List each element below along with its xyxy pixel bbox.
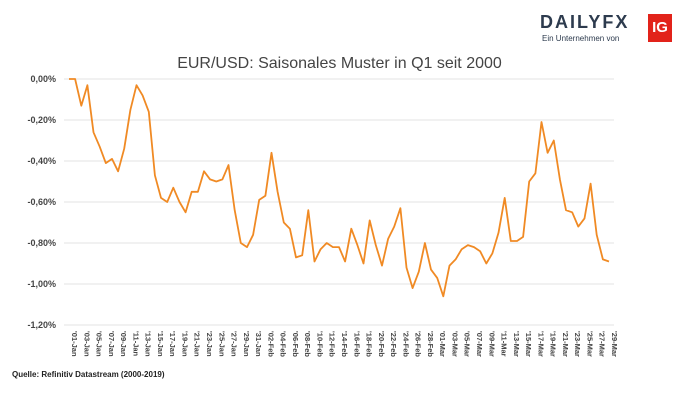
x-tick-label: '26-Feb xyxy=(414,331,423,357)
x-tick-label: '17-Mar xyxy=(536,331,545,357)
x-tick-label: '21-Jan xyxy=(193,331,202,357)
y-tick-label: -1,00% xyxy=(27,279,56,289)
x-tick-label: '22-Feb xyxy=(389,331,398,357)
x-tick-label: '15-Mar xyxy=(524,331,533,357)
y-tick-label: -0,60% xyxy=(27,197,56,207)
x-tick-label: '19-Jan xyxy=(180,331,189,357)
x-tick-label: '31-Jan xyxy=(254,331,263,357)
x-tick-label: '09-Jan xyxy=(119,331,128,357)
x-tick-label: '19-Mar xyxy=(549,331,558,357)
dailyfx-logo: DAILYFX Ein Unternehmen von IG xyxy=(540,12,672,44)
y-tick-label: 0,00% xyxy=(30,74,56,84)
x-tick-label: '05-Mar xyxy=(463,331,472,357)
x-tick-label: '29-Jan xyxy=(242,331,251,357)
x-tick-label: '01-Mar xyxy=(438,331,447,357)
x-tick-label: '02-Feb xyxy=(266,331,275,357)
x-tick-label: '06-Feb xyxy=(291,331,300,357)
x-tick-label: '01-Jan xyxy=(70,331,79,357)
x-tick-label: '11-Mar xyxy=(500,331,509,357)
y-tick-label: -0,20% xyxy=(27,115,56,125)
x-tick-label: '23-Mar xyxy=(573,331,582,357)
y-tick-label: -0,40% xyxy=(27,156,56,166)
x-tick-label: '27-Jan xyxy=(230,331,239,357)
x-tick-label: '09-Mar xyxy=(487,331,496,357)
x-tick-label: '24-Feb xyxy=(401,331,410,357)
chart-title: EUR/USD: Saisonales Muster in Q1 seit 20… xyxy=(177,55,502,72)
x-tick-label: '25-Jan xyxy=(217,331,226,357)
x-tick-label: '11-Jan xyxy=(131,331,140,357)
series-line xyxy=(69,78,610,298)
x-tick-label: '08-Feb xyxy=(303,331,312,357)
x-tick-label: '16-Feb xyxy=(352,331,361,357)
x-tick-label: '03-Mar xyxy=(450,331,459,357)
x-tick-label: '27-Mar xyxy=(598,331,607,357)
x-tick-label: '14-Feb xyxy=(340,331,349,357)
x-tick-label: '17-Jan xyxy=(168,331,177,357)
logo-wordmark: DAILYFX xyxy=(540,12,630,32)
x-tick-label: '13-Jan xyxy=(144,331,153,357)
x-tick-label: '07-Jan xyxy=(107,331,116,357)
x-tick-label: '13-Mar xyxy=(512,331,521,357)
x-tick-label: '12-Feb xyxy=(328,331,337,357)
x-tick-label: '05-Jan xyxy=(95,331,104,357)
ig-badge: IG xyxy=(648,14,672,42)
y-tick-label: -0,80% xyxy=(27,238,56,248)
x-tick-label: '10-Feb xyxy=(315,331,324,357)
x-tick-label: '18-Feb xyxy=(365,331,374,357)
source-note: Quelle: Refinitiv Datastream (2000-2019) xyxy=(12,370,165,379)
x-tick-label: '20-Feb xyxy=(377,331,386,357)
x-tick-label: '04-Feb xyxy=(279,331,288,357)
logo-tagline: Ein Unternehmen von xyxy=(542,34,620,43)
y-tick-label: -1,20% xyxy=(27,320,56,330)
x-tick-label: '21-Mar xyxy=(561,331,570,357)
x-tick-label: '23-Jan xyxy=(205,331,214,357)
x-tick-label: '28-Feb xyxy=(426,331,435,357)
x-tick-label: '03-Jan xyxy=(82,331,91,357)
x-tick-label: '15-Jan xyxy=(156,331,165,357)
x-tick-label: '25-Mar xyxy=(585,331,594,357)
x-tick-label: '07-Mar xyxy=(475,331,484,357)
x-tick-label: '29-Mar xyxy=(610,331,619,357)
